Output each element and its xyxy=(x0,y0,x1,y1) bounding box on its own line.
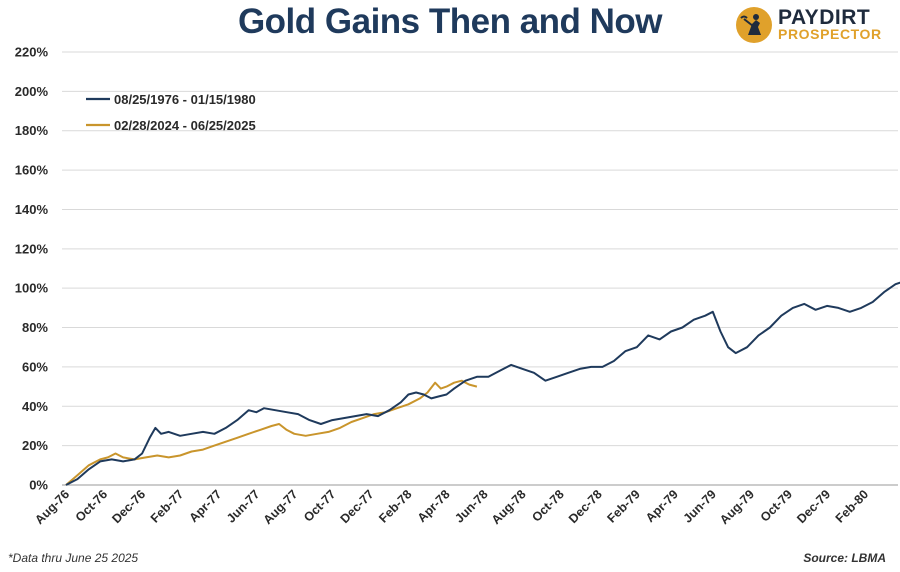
y-tick-label: 220% xyxy=(15,45,49,60)
y-axis-tick-labels: 0% 20% 40% 60% 80% 100% 120% 140% 160% 180% 200% 22… xyxy=(15,45,49,493)
y-tick-label: 80% xyxy=(22,320,48,335)
x-tick-label: Oct-77 xyxy=(301,487,338,524)
paydirt-logo: PAYDIRT PROSPECTOR xyxy=(736,6,896,46)
x-tick-label: Dec-79 xyxy=(794,487,833,526)
series-line-2024-2025 xyxy=(65,379,478,486)
x-tick-label: Oct-76 xyxy=(73,487,110,524)
x-tick-label: Aug-76 xyxy=(32,487,72,527)
series-lines xyxy=(65,281,900,486)
logo-text-prospector: PROSPECTOR xyxy=(778,26,882,42)
x-axis-tick-labels: Aug-76 Oct-76 Dec-76 Feb-77 Apr-77 Jun-77Aug-… xyxy=(32,487,871,527)
legend-label-2024-2025: 02/28/2024 - 06/25/2025 xyxy=(114,118,256,133)
x-tick-label: Jun-78 xyxy=(452,487,490,525)
x-tick-label: Apr-78 xyxy=(415,487,453,525)
x-tick-label: Apr-77 xyxy=(186,487,224,525)
footnote: *Data thru June 25 2025 xyxy=(8,551,139,565)
series-line-1976-1980 xyxy=(65,281,900,486)
y-tick-label: 120% xyxy=(15,241,49,256)
y-tick-label: 40% xyxy=(22,399,48,414)
x-tick-label: Oct-79 xyxy=(758,487,795,524)
gridlines xyxy=(62,51,898,486)
y-tick-label: 180% xyxy=(15,123,49,138)
x-tick-label: Dec-76 xyxy=(109,487,148,526)
y-tick-label: 160% xyxy=(15,163,49,178)
y-tick-label: 200% xyxy=(15,84,49,99)
miner-icon xyxy=(736,7,772,43)
x-tick-label: Feb-77 xyxy=(148,487,186,525)
x-tick-label: Jun-79 xyxy=(681,487,719,525)
x-tick-label: Aug-77 xyxy=(261,487,301,527)
source-note: Source: LBMA xyxy=(803,551,886,565)
y-tick-label: 100% xyxy=(15,281,49,296)
y-tick-label: 0% xyxy=(29,478,48,493)
x-tick-label: Feb-79 xyxy=(604,487,642,525)
x-tick-label: Feb-80 xyxy=(833,487,871,525)
x-tick-label: Jun-77 xyxy=(224,487,262,525)
y-tick-label: 60% xyxy=(22,359,48,374)
legend: 08/25/1976 - 01/15/1980 02/28/2024 - 06/… xyxy=(86,92,256,133)
x-tick-label: Dec-78 xyxy=(566,487,605,526)
x-tick-label: Apr-79 xyxy=(643,487,681,525)
x-tick-label: Oct-78 xyxy=(529,487,566,524)
chart-title: Gold Gains Then and Now xyxy=(237,2,663,41)
legend-label-1976-1980: 08/25/1976 - 01/15/1980 xyxy=(114,92,256,107)
x-tick-label: Dec-77 xyxy=(338,487,377,526)
logo-text-paydirt: PAYDIRT xyxy=(778,6,871,29)
x-tick-label: Aug-78 xyxy=(489,487,529,527)
y-tick-label: 140% xyxy=(15,202,49,217)
x-tick-label: Feb-78 xyxy=(376,487,414,525)
y-tick-label: 20% xyxy=(22,438,48,453)
x-tick-label: Aug-79 xyxy=(717,487,757,527)
